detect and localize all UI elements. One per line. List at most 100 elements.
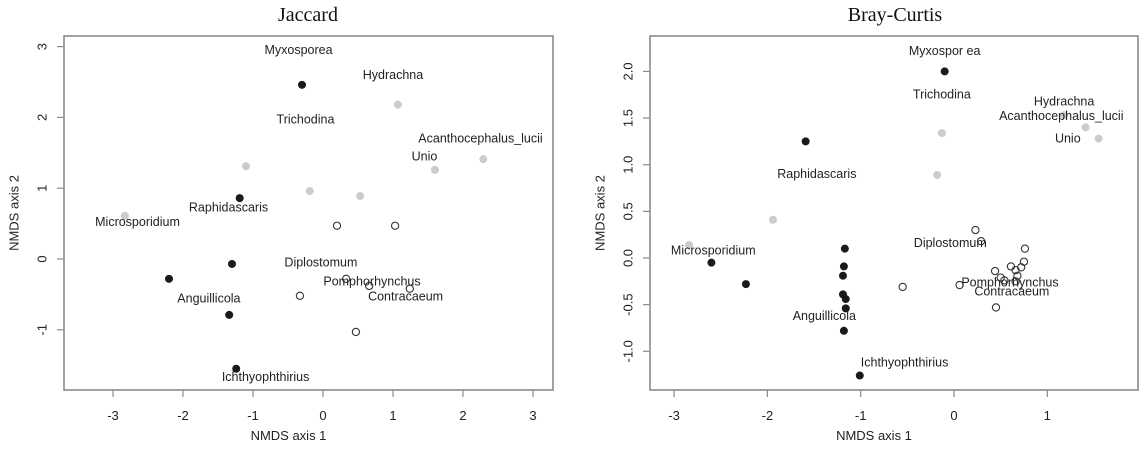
data-point [225,310,234,319]
data-point [839,326,848,335]
y-tick-label: 2 [35,114,50,121]
x-tick-label: 3 [529,408,536,423]
chart-title: Jaccard [278,4,338,26]
data-point [976,237,986,246]
point-labels: Myxosporea Hydrachna Trichodina Acanthoceph… [95,43,543,384]
data-point [841,295,850,304]
y-tick-label: 1.5 [621,109,636,127]
y-tick-label: 0.0 [621,249,636,267]
x-tick-label: 2 [459,408,466,423]
data-point [393,100,402,109]
taxon-label: Myxospor ea [909,44,981,58]
y-tick-label: 0.5 [621,202,636,220]
taxon-label: Anguillicola [793,309,856,323]
taxon-label: Contracaeum [368,290,443,304]
x-tick-label: 1 [389,408,396,423]
data-point [940,67,949,76]
y-tick-label: 1 [35,185,50,192]
x-tick-label: 0 [319,408,326,423]
y-axis: -1 0 1 2 3 [35,43,64,336]
taxon-label: Anguillicola [177,292,240,306]
x-axis-label: NMDS axis 1 [836,428,912,443]
data-point [228,259,236,268]
taxon-label: Pomphorhynchus [961,275,1058,289]
data-point [1060,111,1069,120]
data-point [707,258,716,267]
data-point [242,162,250,171]
x-tick-label: -2 [762,408,774,423]
x-tick-label: -3 [107,408,119,423]
data-point [298,80,306,89]
taxon-label: Ichthyophthirius [861,355,949,369]
y-tick-label: 3 [35,43,50,50]
data-point [1013,271,1022,280]
data-point [235,194,244,203]
data-point [838,271,847,280]
x-tick-label: -1 [247,408,259,423]
taxon-label: Acanthocephalus_lucii [999,109,1123,123]
bray-curtis-panel: Bray-Curtis -3 -2 -1 0 1 NMDS axis 1 -1.0 -0.5 0.… [593,4,1139,443]
data-point [768,215,777,224]
y-axis-label: NMDS axis 2 [7,175,22,251]
data-point [955,280,964,290]
data-point [933,170,942,179]
x-tick-label: -2 [177,408,189,423]
taxon-label: Contracaeum [974,285,1049,299]
x-axis: -3 -2 -1 0 1 2 3 [107,390,537,423]
x-tick-label: -3 [668,408,680,423]
point-labels: Myxospor ea Trichodina HydrachnaAcanthocep… [671,44,1124,370]
series-gray [120,100,488,220]
data-point [431,165,439,174]
taxon-label: Microsporidium [671,244,756,258]
y-tick-label: -1.0 [621,340,636,362]
y-tick-label: -1 [35,324,50,336]
taxon-label: Pomphorhynchus [323,275,420,289]
y-axis: -1.0 -0.5 0.0 0.5 1.0 1.5 2.0 [621,62,650,363]
plot-frame [63,35,554,391]
x-tick-label: -1 [855,408,867,423]
data-point [120,211,129,220]
data-point [1081,123,1090,132]
taxon-label: Hydrachna [363,68,423,82]
y-tick-label: 2.0 [621,62,636,80]
data-point [971,225,980,235]
y-tick-label: 1.0 [621,156,636,174]
data-point [341,274,351,283]
chart-title: Bray-Curtis [848,4,943,26]
taxon-label: Unio [412,149,438,163]
data-point [356,191,365,200]
taxon-label: Acanthocephalus_lucii [418,132,542,146]
taxon-label: Ichthyophthirius [222,370,310,384]
data-point [855,371,864,380]
data-point [685,240,694,249]
data-point [405,284,414,293]
taxon-label: Trichodina [913,88,971,102]
data-point [1011,265,1020,275]
x-tick-label: 1 [1044,408,1051,423]
taxon-label: Hydrachna [1034,94,1094,108]
data-point [1094,134,1103,143]
y-tick-label: -0.5 [621,293,636,315]
plot-frame [649,35,1139,391]
data-point [1000,276,1009,285]
taxon-label: Diplostomum [914,236,987,250]
jaccard-panel: Jaccard -3 -2 -1 0 1 2 3 NMDS axis 1 -1 0 1 2 3 NMDS a… [7,4,554,443]
x-axis: -3 -2 -1 0 1 [668,390,1051,423]
data-point [741,280,750,289]
data-point [365,281,374,291]
data-point [295,291,305,300]
series-open [295,221,414,337]
taxon-label: Microsporidium [95,215,180,229]
data-point [305,187,314,196]
taxon-label: Raphidascaris [777,167,856,181]
data-point [839,262,848,271]
y-axis-label: NMDS axis 2 [593,175,608,251]
x-axis-label: NMDS axis 1 [251,428,327,443]
taxon-label: Raphidascaris [189,200,268,214]
taxon-label: Trichodina [277,113,335,127]
data-point [232,364,241,373]
data-point [801,137,810,146]
data-point [1006,262,1016,271]
data-point [165,274,173,283]
data-point [390,221,400,230]
